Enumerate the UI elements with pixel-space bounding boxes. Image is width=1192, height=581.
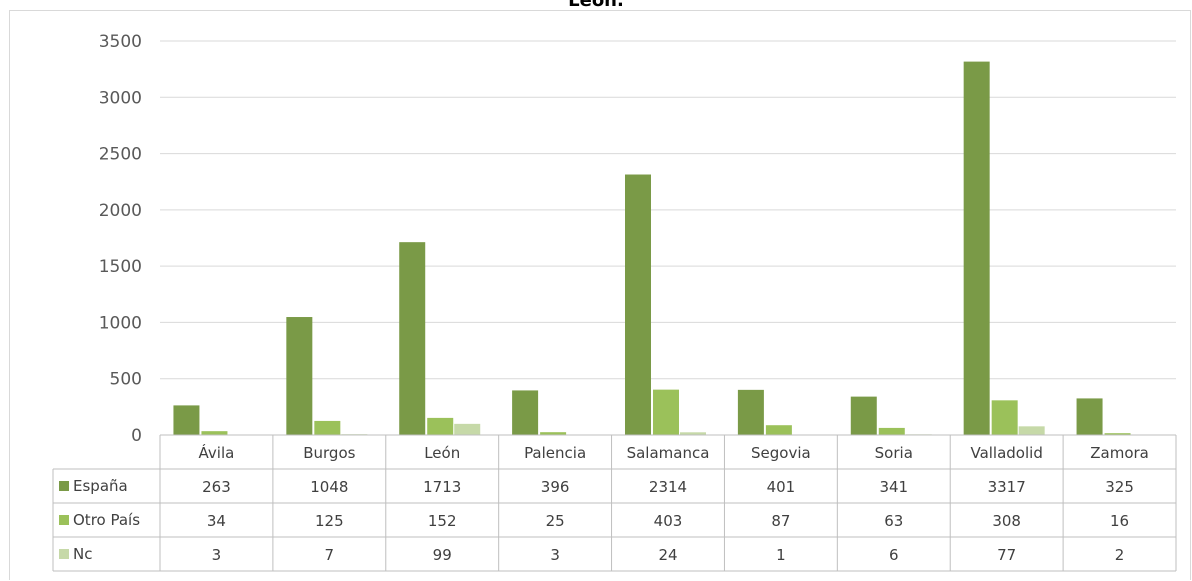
data-label: 401	[767, 478, 796, 496]
legend-key-españa	[59, 481, 69, 491]
bar-otro-país	[1104, 433, 1131, 435]
data-label: 34	[207, 512, 226, 530]
bar-españa	[625, 174, 651, 436]
data-label: 3	[550, 546, 560, 564]
data-label: 152	[428, 512, 457, 530]
bar-nc	[1018, 426, 1045, 435]
data-label: 3317	[988, 478, 1026, 496]
bar-otro-país	[540, 432, 567, 435]
bar-otro-país	[991, 400, 1018, 435]
legend-key-otro-país	[59, 515, 69, 525]
data-label: 99	[433, 546, 452, 564]
y-tick-label: 1500	[99, 257, 142, 277]
category-label: Salamanca	[627, 444, 710, 462]
data-label: 3	[212, 546, 222, 564]
bar-nc	[680, 432, 706, 435]
y-tick-label: 1000	[99, 313, 142, 333]
bar-nc	[454, 423, 481, 435]
y-tick-label: 0	[131, 426, 142, 446]
data-label: 308	[992, 512, 1021, 530]
data-label: 325	[1105, 478, 1134, 496]
bar-otro-país	[314, 420, 341, 435]
category-label: León	[424, 444, 460, 462]
y-tick-label: 3000	[99, 88, 142, 108]
bar-otro-país	[878, 427, 905, 435]
bar-otro-país	[765, 425, 792, 435]
chart-frame	[9, 10, 1191, 580]
bar-españa	[963, 61, 990, 435]
category-label: Valladolid	[970, 444, 1042, 462]
bar-españa	[850, 396, 877, 435]
data-label: 87	[771, 512, 790, 530]
category-label: Zamora	[1090, 444, 1149, 462]
category-label: Ávila	[199, 443, 235, 462]
data-label: 1713	[423, 478, 461, 496]
y-tick-label: 500	[110, 370, 142, 390]
data-label: 396	[541, 478, 570, 496]
category-label: Burgos	[303, 444, 355, 462]
category-label: Soria	[875, 444, 913, 462]
data-label: 341	[879, 478, 908, 496]
category-label: Segovia	[751, 444, 811, 462]
data-label: 7	[325, 546, 335, 564]
data-label: 1	[776, 546, 786, 564]
data-label: 6	[889, 546, 899, 564]
data-label: 2	[1115, 546, 1125, 564]
data-label: 25	[546, 512, 565, 530]
bar-españa	[737, 389, 764, 435]
data-label: 125	[315, 512, 344, 530]
data-label: 263	[202, 478, 231, 496]
category-label: Palencia	[524, 444, 586, 462]
data-label: 1048	[310, 478, 348, 496]
data-label: 16	[1110, 512, 1129, 530]
bar-otro-país	[653, 389, 679, 435]
bar-españa	[1076, 398, 1103, 435]
bar-españa	[512, 390, 539, 435]
legend-key-nc	[59, 549, 69, 559]
bar-otro-país	[201, 431, 228, 435]
bar-españa	[173, 405, 200, 435]
chart-title: León.	[568, 0, 624, 11]
data-label: 2314	[649, 478, 687, 496]
series-name: España	[73, 477, 128, 495]
y-tick-label: 2500	[99, 145, 142, 165]
data-label: 77	[997, 546, 1016, 564]
bar-otro-país	[427, 417, 454, 435]
bar-españa	[286, 317, 313, 435]
data-label: 24	[658, 546, 677, 564]
data-label: 403	[654, 512, 683, 530]
y-tick-label: 3500	[99, 32, 142, 52]
series-name: Nc	[73, 545, 92, 563]
series-name: Otro País	[73, 511, 140, 529]
bar-españa	[399, 242, 426, 435]
y-tick-label: 2000	[99, 201, 142, 221]
data-label: 63	[884, 512, 903, 530]
